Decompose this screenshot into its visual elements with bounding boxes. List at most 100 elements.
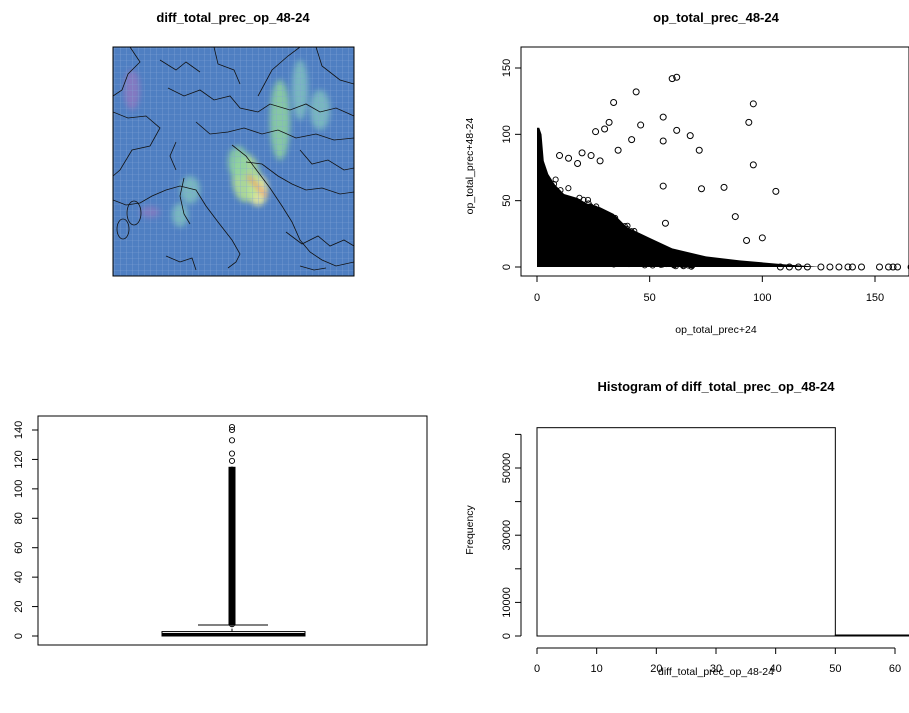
boxplot-y-tick-label: 120 [13,450,25,468]
boxplot-outlier [228,616,236,623]
boxplot-outlier [228,457,236,464]
histogram-y-tick-label: 0 [501,633,513,639]
histogram-x-tick-label: 50 [829,663,841,675]
scatter-cluster-point [662,248,669,255]
scatter-point [794,263,802,271]
scatter-cluster-point [570,221,577,228]
scatter-cluster-point [649,262,656,269]
boxplot-outlier [228,532,236,539]
scatter-point [844,263,852,271]
scatter-point [758,234,766,242]
scatter-x-tick-label: 50 [644,292,656,304]
histogram-x-tick-label: 40 [770,663,782,675]
scatter-cluster-point [541,242,548,249]
scatter-point [835,263,843,271]
scatter-point [803,263,811,271]
scatter-point [743,236,751,244]
scatter-point [659,182,667,190]
scatter-point [610,98,618,106]
scatter-cluster-point [559,242,567,249]
scatter-cluster-point [691,258,698,266]
scatter-cluster-point [608,234,615,241]
scatter-cluster-point [592,247,599,254]
scatter-cluster-point [591,240,598,247]
boxplot-outlier [228,437,236,444]
boxplot-outlier [228,501,236,509]
scatter-cluster-point [598,217,606,224]
histogram-bar [536,427,836,637]
scatter-cluster-point [642,237,649,244]
scatter-cluster-point [554,225,561,232]
boxplot-outlier [228,550,236,557]
histogram-x-axis: 0 10 20 30 40 50 60 [534,647,901,675]
scatter-cluster-point [666,252,673,260]
scatter-cluster-point [641,262,648,269]
boxplot-outlier [228,519,236,526]
boxplot-outlier [228,484,236,491]
scatter-point [817,263,825,271]
scatter-y-tick-label: 0 [501,264,513,270]
scatter-x-tick-label: 0 [534,292,540,304]
scatter-cluster-point [539,168,546,176]
scatter-cluster-point [587,203,594,210]
scatter-cluster-point [624,222,631,229]
boxplot-y-tick-label: 100 [13,480,25,498]
scatter-cluster-point [586,236,593,243]
boxplot-panel: 0 20 40 60 80 100 120 140 [13,415,428,646]
scatter-cluster-point [620,251,627,258]
scatter-cluster-point [649,246,656,253]
scatter-point [907,264,909,270]
boxplot-outlier [228,577,236,584]
scatter-point [776,263,784,271]
histogram-bars [536,427,909,637]
scatter-cluster-area [537,127,821,267]
heatmap-title: diff_total_prec_op_48-24 [156,10,310,25]
scatter-cluster-point [621,222,628,230]
boxplot-outlier [228,424,236,431]
scatter-cluster-point [588,241,595,248]
scatter-cluster-point [652,255,659,262]
scatter-cluster-point [688,263,695,270]
scatter-cluster-point [542,245,549,252]
scatter-cluster-point [577,243,584,250]
scatter-cluster-point [551,257,558,265]
scatter-point [673,73,681,81]
histogram-x-label: diff_total_prec_op_48-24 [658,666,774,678]
scatter-point [695,146,703,154]
scatter-cluster-point [552,176,559,183]
scatter-cluster-point [616,238,623,245]
boxplot-y-tick-label: 20 [13,600,25,612]
scatter-title: op_total_prec_48-24 [653,10,779,25]
scatter-cluster-point [538,217,545,224]
scatter-x-label: op_total_prec+24 [675,324,757,336]
scatter-y-axis: 0 50 100 150 [501,59,522,270]
boxplot-outlier [228,471,236,478]
scatter-cluster-point [604,232,611,239]
scatter-point [628,136,636,144]
scatter-cluster-point [598,209,605,216]
scatter-dense-cluster [537,127,821,270]
scatter-cluster-point [641,251,648,258]
scatter-cluster-point [567,211,574,218]
scatter-cluster-point [583,209,590,217]
scatter-cluster-point [634,258,641,265]
scatter-cluster-point [582,237,589,244]
scatter-point [556,152,564,160]
scatter-y-label: op_total_prec+48-24 [464,118,476,215]
boxplot-outlier [228,607,236,615]
scatter-point [885,263,893,271]
scatter-point [731,213,739,221]
boxplot-outlier-band [228,466,236,625]
scatter-cluster-point [592,219,600,226]
boxplot-outlier [228,488,236,495]
scatter-cluster-point [607,242,614,249]
scatter-x-tick-label: 150 [866,292,884,304]
scatter-point [574,160,582,168]
boxplot-outlier [228,506,236,513]
boxplot-outlier [228,554,236,562]
scatter-point [578,149,586,157]
scatter-point [661,219,669,227]
scatter-cluster-point [615,257,623,264]
scatter-cluster-point [543,214,550,221]
scatter-cluster-point [540,257,547,264]
